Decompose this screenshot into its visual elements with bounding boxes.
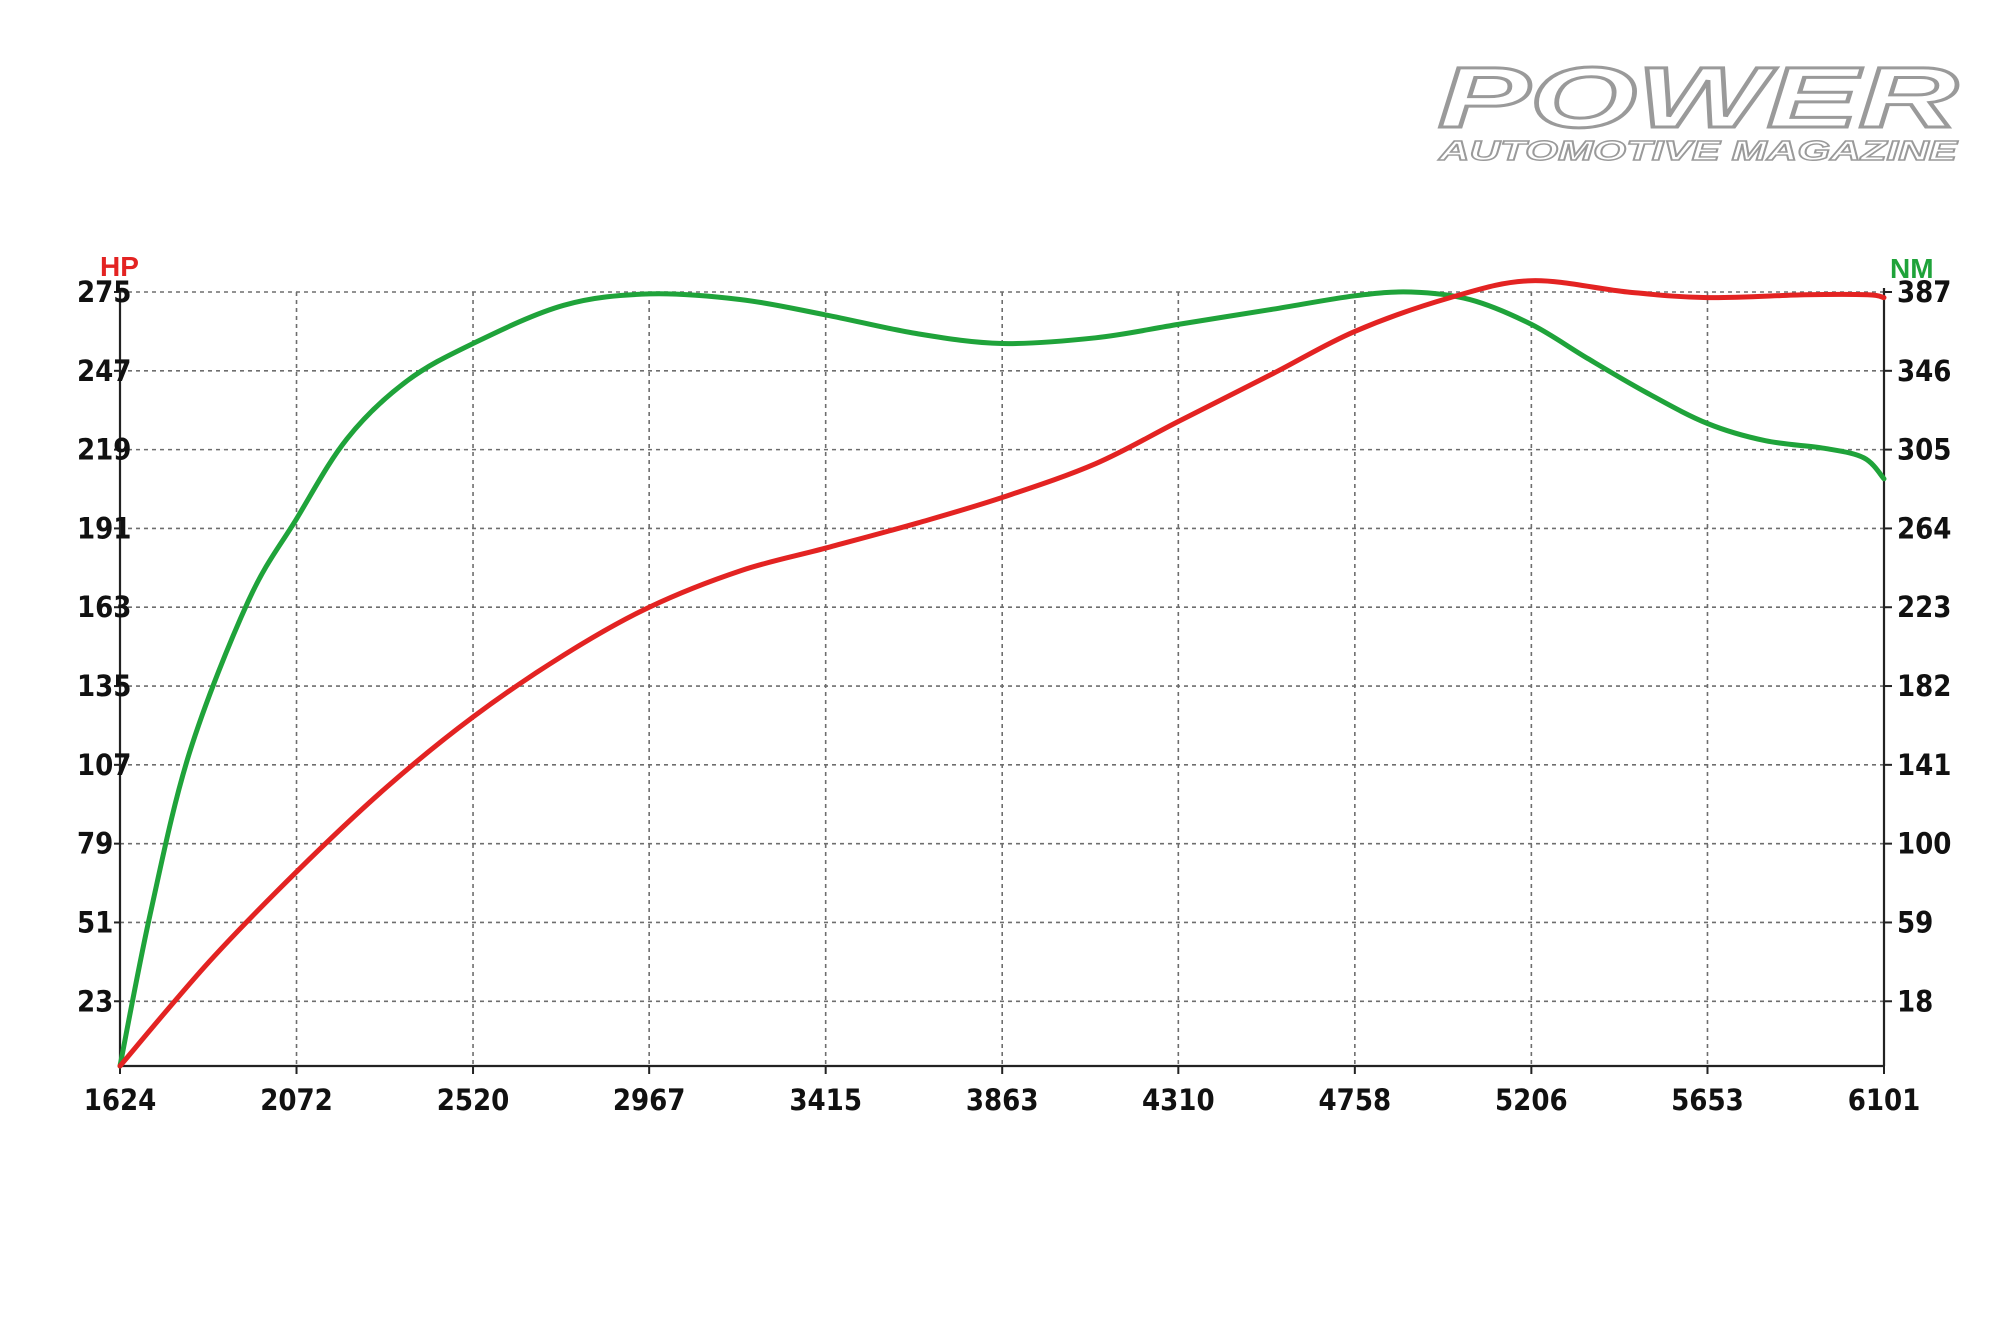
left-tick-label: 23 [77, 984, 113, 1018]
left-tick-label: 135 [77, 669, 131, 703]
grid-lines [120, 291, 1884, 1066]
x-tick-label: 4758 [1319, 1083, 1392, 1117]
left-tick-label: 163 [77, 590, 131, 624]
x-tick-label: 4310 [1142, 1083, 1215, 1117]
series-line-nm [117, 289, 1887, 1069]
x-tick-label: 3863 [966, 1083, 1039, 1117]
right-tick-label: 59 [1897, 905, 1933, 939]
x-tick-label: 2967 [613, 1083, 686, 1117]
right-tick-label: 346 [1897, 354, 1951, 388]
right-tick-label: 223 [1897, 590, 1951, 624]
x-tick-label: 3415 [789, 1083, 862, 1117]
right-tick-label: 305 [1897, 433, 1951, 467]
tick-labels: 1624 2072 2520 2967 3415 3863 4310 4758 5206 5653… [77, 275, 1951, 1117]
x-tick-label: 1624 [84, 1083, 157, 1117]
chart-axes [114, 288, 1892, 1074]
logo-main-text: POWER [1438, 52, 1958, 146]
right-tick-label: 141 [1897, 748, 1951, 782]
right-tick-label: 387 [1897, 275, 1951, 309]
x-tick-label: 6101 [1848, 1083, 1921, 1117]
x-tick-label: 5653 [1671, 1083, 1744, 1117]
left-axis-title: HP [100, 251, 139, 282]
x-tick-label: 5206 [1495, 1083, 1568, 1117]
right-tick-label: 264 [1897, 511, 1951, 545]
right-tick-label: 100 [1897, 827, 1951, 861]
right-tick-label: 18 [1897, 984, 1933, 1018]
left-tick-label: 107 [77, 748, 131, 782]
series-line-hp [117, 278, 1887, 1069]
left-tick-label: 275 [77, 275, 131, 309]
power-magazine-logo: POWER AUTOMOTIVE MAGAZINE [1437, 52, 1960, 167]
left-tick-label: 51 [77, 905, 113, 939]
left-tick-label: 79 [77, 827, 113, 861]
left-tick-label: 191 [77, 511, 131, 545]
chart-series [117, 278, 1887, 1069]
x-tick-label: 2072 [260, 1083, 333, 1117]
x-tick-label: 2520 [437, 1083, 510, 1117]
right-axis-title: NM [1890, 253, 1934, 284]
logo-sub-text: AUTOMOTIVE MAGAZINE [1437, 135, 1958, 166]
left-tick-label: 219 [77, 433, 131, 467]
left-tick-label: 247 [77, 354, 131, 388]
right-tick-label: 182 [1897, 669, 1951, 703]
